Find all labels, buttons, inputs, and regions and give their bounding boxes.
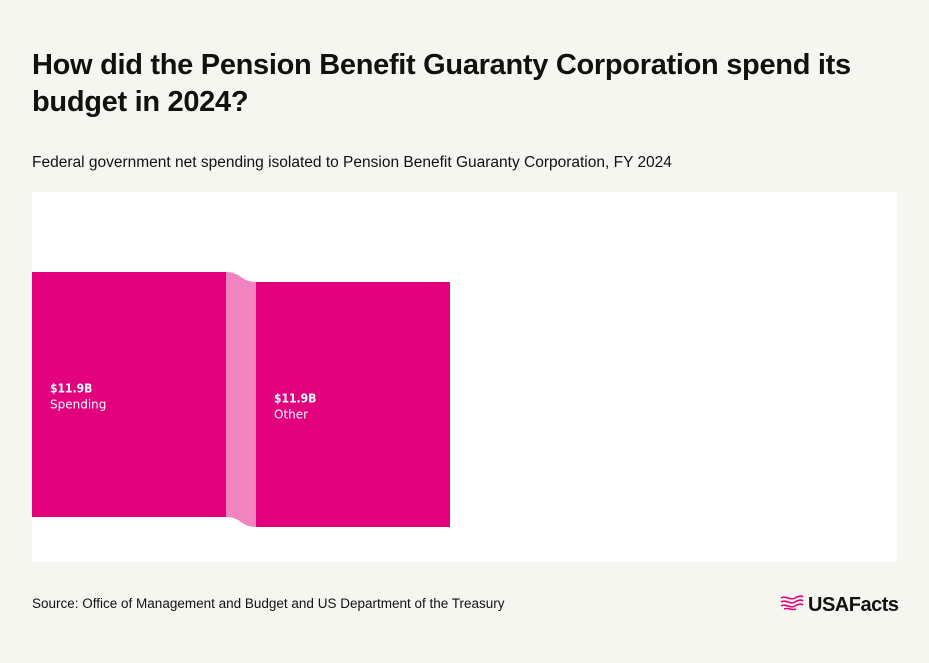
sankey-node-value-other: $11.9B <box>274 392 316 406</box>
usafacts-flag-icon <box>780 594 804 617</box>
sankey-node-label-spending: Spending <box>50 398 106 412</box>
chart-title: How did the Pension Benefit Guaranty Cor… <box>32 49 851 118</box>
usafacts-logo-text: USAFacts <box>808 593 899 616</box>
source-note: Source: Office of Management and Budget … <box>32 596 505 611</box>
chart-subtitle: Federal government net spending isolated… <box>32 154 672 171</box>
sankey-node-label-other: Other <box>274 408 308 422</box>
usafacts-logo[interactable]: USAFacts <box>780 593 899 617</box>
sankey-node-spending[interactable] <box>32 272 226 517</box>
sankey-node-value-spending: $11.9B <box>50 382 92 396</box>
sankey-chart-panel: $11.9B Spending $11.9B Other <box>32 192 897 562</box>
sankey-link-spending-other[interactable] <box>226 272 256 527</box>
sankey-node-other[interactable] <box>256 282 450 527</box>
sankey-chart: $11.9B Spending $11.9B Other <box>32 272 450 527</box>
